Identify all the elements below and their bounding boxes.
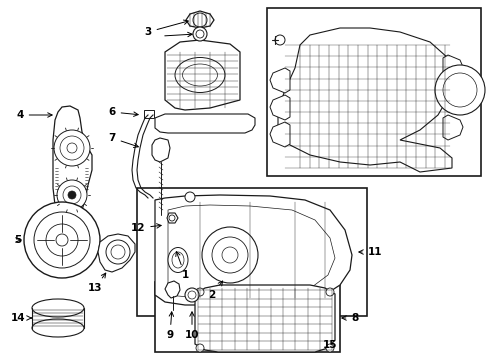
Circle shape	[193, 13, 206, 27]
Polygon shape	[164, 281, 180, 298]
Circle shape	[196, 344, 203, 352]
Text: 11: 11	[358, 247, 382, 257]
Polygon shape	[269, 95, 289, 120]
Polygon shape	[442, 85, 462, 110]
Text: 15: 15	[322, 340, 337, 350]
Circle shape	[434, 65, 484, 115]
Circle shape	[57, 180, 87, 210]
Circle shape	[60, 136, 84, 160]
Polygon shape	[164, 40, 240, 110]
Polygon shape	[269, 122, 289, 147]
Text: 6: 6	[108, 107, 138, 117]
Polygon shape	[98, 234, 135, 272]
Circle shape	[212, 237, 247, 273]
Polygon shape	[269, 68, 289, 93]
Circle shape	[67, 143, 77, 153]
Bar	[137, 188, 366, 316]
Ellipse shape	[32, 319, 84, 337]
Circle shape	[54, 130, 90, 166]
Circle shape	[442, 73, 476, 107]
Circle shape	[274, 35, 285, 45]
Circle shape	[222, 247, 238, 263]
Circle shape	[106, 240, 130, 264]
Circle shape	[184, 192, 195, 202]
Polygon shape	[185, 11, 214, 28]
Circle shape	[196, 288, 203, 296]
Polygon shape	[155, 114, 254, 133]
Polygon shape	[155, 195, 351, 305]
Circle shape	[184, 288, 199, 302]
Ellipse shape	[32, 299, 84, 317]
Text: 8: 8	[341, 313, 358, 323]
Text: 14: 14	[11, 313, 31, 323]
Circle shape	[46, 224, 78, 256]
Circle shape	[202, 227, 258, 283]
Polygon shape	[442, 115, 462, 140]
Circle shape	[325, 344, 333, 352]
Ellipse shape	[168, 248, 187, 273]
Bar	[266, 8, 480, 176]
Polygon shape	[168, 205, 334, 298]
Circle shape	[187, 291, 196, 299]
Polygon shape	[53, 106, 92, 218]
Bar	[143, 110, 154, 118]
Circle shape	[193, 27, 206, 41]
Ellipse shape	[182, 64, 217, 86]
Circle shape	[325, 288, 333, 296]
Circle shape	[24, 202, 100, 278]
Text: 5: 5	[14, 235, 21, 245]
Text: 4: 4	[16, 110, 52, 120]
Text: 1: 1	[176, 252, 188, 280]
Text: 3: 3	[144, 20, 188, 37]
Text: 7: 7	[108, 133, 138, 148]
Ellipse shape	[172, 252, 183, 268]
Circle shape	[111, 245, 125, 259]
Text: 12: 12	[130, 223, 161, 233]
Text: 2: 2	[208, 281, 222, 300]
Circle shape	[63, 186, 81, 204]
Circle shape	[169, 215, 175, 221]
Polygon shape	[195, 285, 334, 352]
Ellipse shape	[175, 58, 224, 93]
Circle shape	[196, 30, 203, 38]
Bar	[155, 282, 339, 352]
Text: 13: 13	[87, 273, 105, 293]
Circle shape	[34, 212, 90, 268]
Polygon shape	[152, 138, 170, 162]
Circle shape	[68, 191, 76, 199]
Polygon shape	[442, 55, 462, 80]
Circle shape	[56, 234, 68, 246]
Polygon shape	[167, 213, 178, 223]
Text: 9: 9	[166, 312, 173, 340]
Text: 10: 10	[184, 312, 199, 340]
Polygon shape	[278, 28, 451, 172]
